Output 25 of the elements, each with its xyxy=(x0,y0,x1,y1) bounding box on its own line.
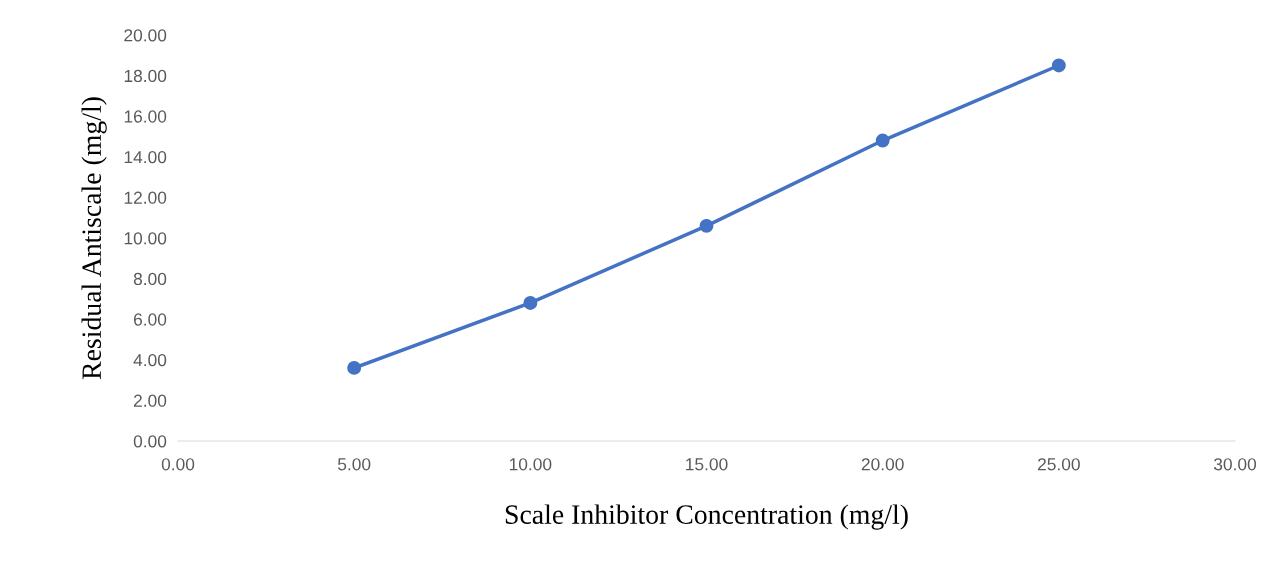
x-tick-label: 20.00 xyxy=(861,458,904,471)
y-tick-label: 4.00 xyxy=(133,353,167,367)
y-tick-label: 12.00 xyxy=(124,191,167,204)
x-tick-label: 0.00 xyxy=(161,458,195,471)
point xyxy=(347,360,362,375)
x-tick-label: 10.00 xyxy=(509,458,552,471)
y-tick-label: 10.00 xyxy=(124,232,167,245)
y-tick-label: 8.00 xyxy=(133,272,167,286)
y-tick-label: 20.00 xyxy=(124,29,167,42)
x-tick-label: 15.00 xyxy=(686,458,728,471)
y-tick-label: 6.00 xyxy=(133,313,167,326)
point xyxy=(1051,58,1066,73)
y-tick-label: 14.00 xyxy=(124,150,167,164)
y-tick-label: 16.00 xyxy=(124,110,167,123)
point xyxy=(523,296,538,310)
y-tick-label: 2.00 xyxy=(133,394,167,407)
y-axis-title: Residual Antiscale (mg/l) xyxy=(81,97,107,380)
x-tick-label: 25.00 xyxy=(1037,458,1080,471)
point xyxy=(875,133,890,148)
y-tick-label: 0.00 xyxy=(133,435,167,448)
x-axis-title: Scale Inhibitor Concentration (mg/l) xyxy=(505,504,908,530)
x-tick-label: 30.00 xyxy=(1213,458,1257,471)
x-tick-label: 5.00 xyxy=(337,458,371,471)
y-tick-label: 18.00 xyxy=(124,69,167,83)
point xyxy=(699,218,714,233)
